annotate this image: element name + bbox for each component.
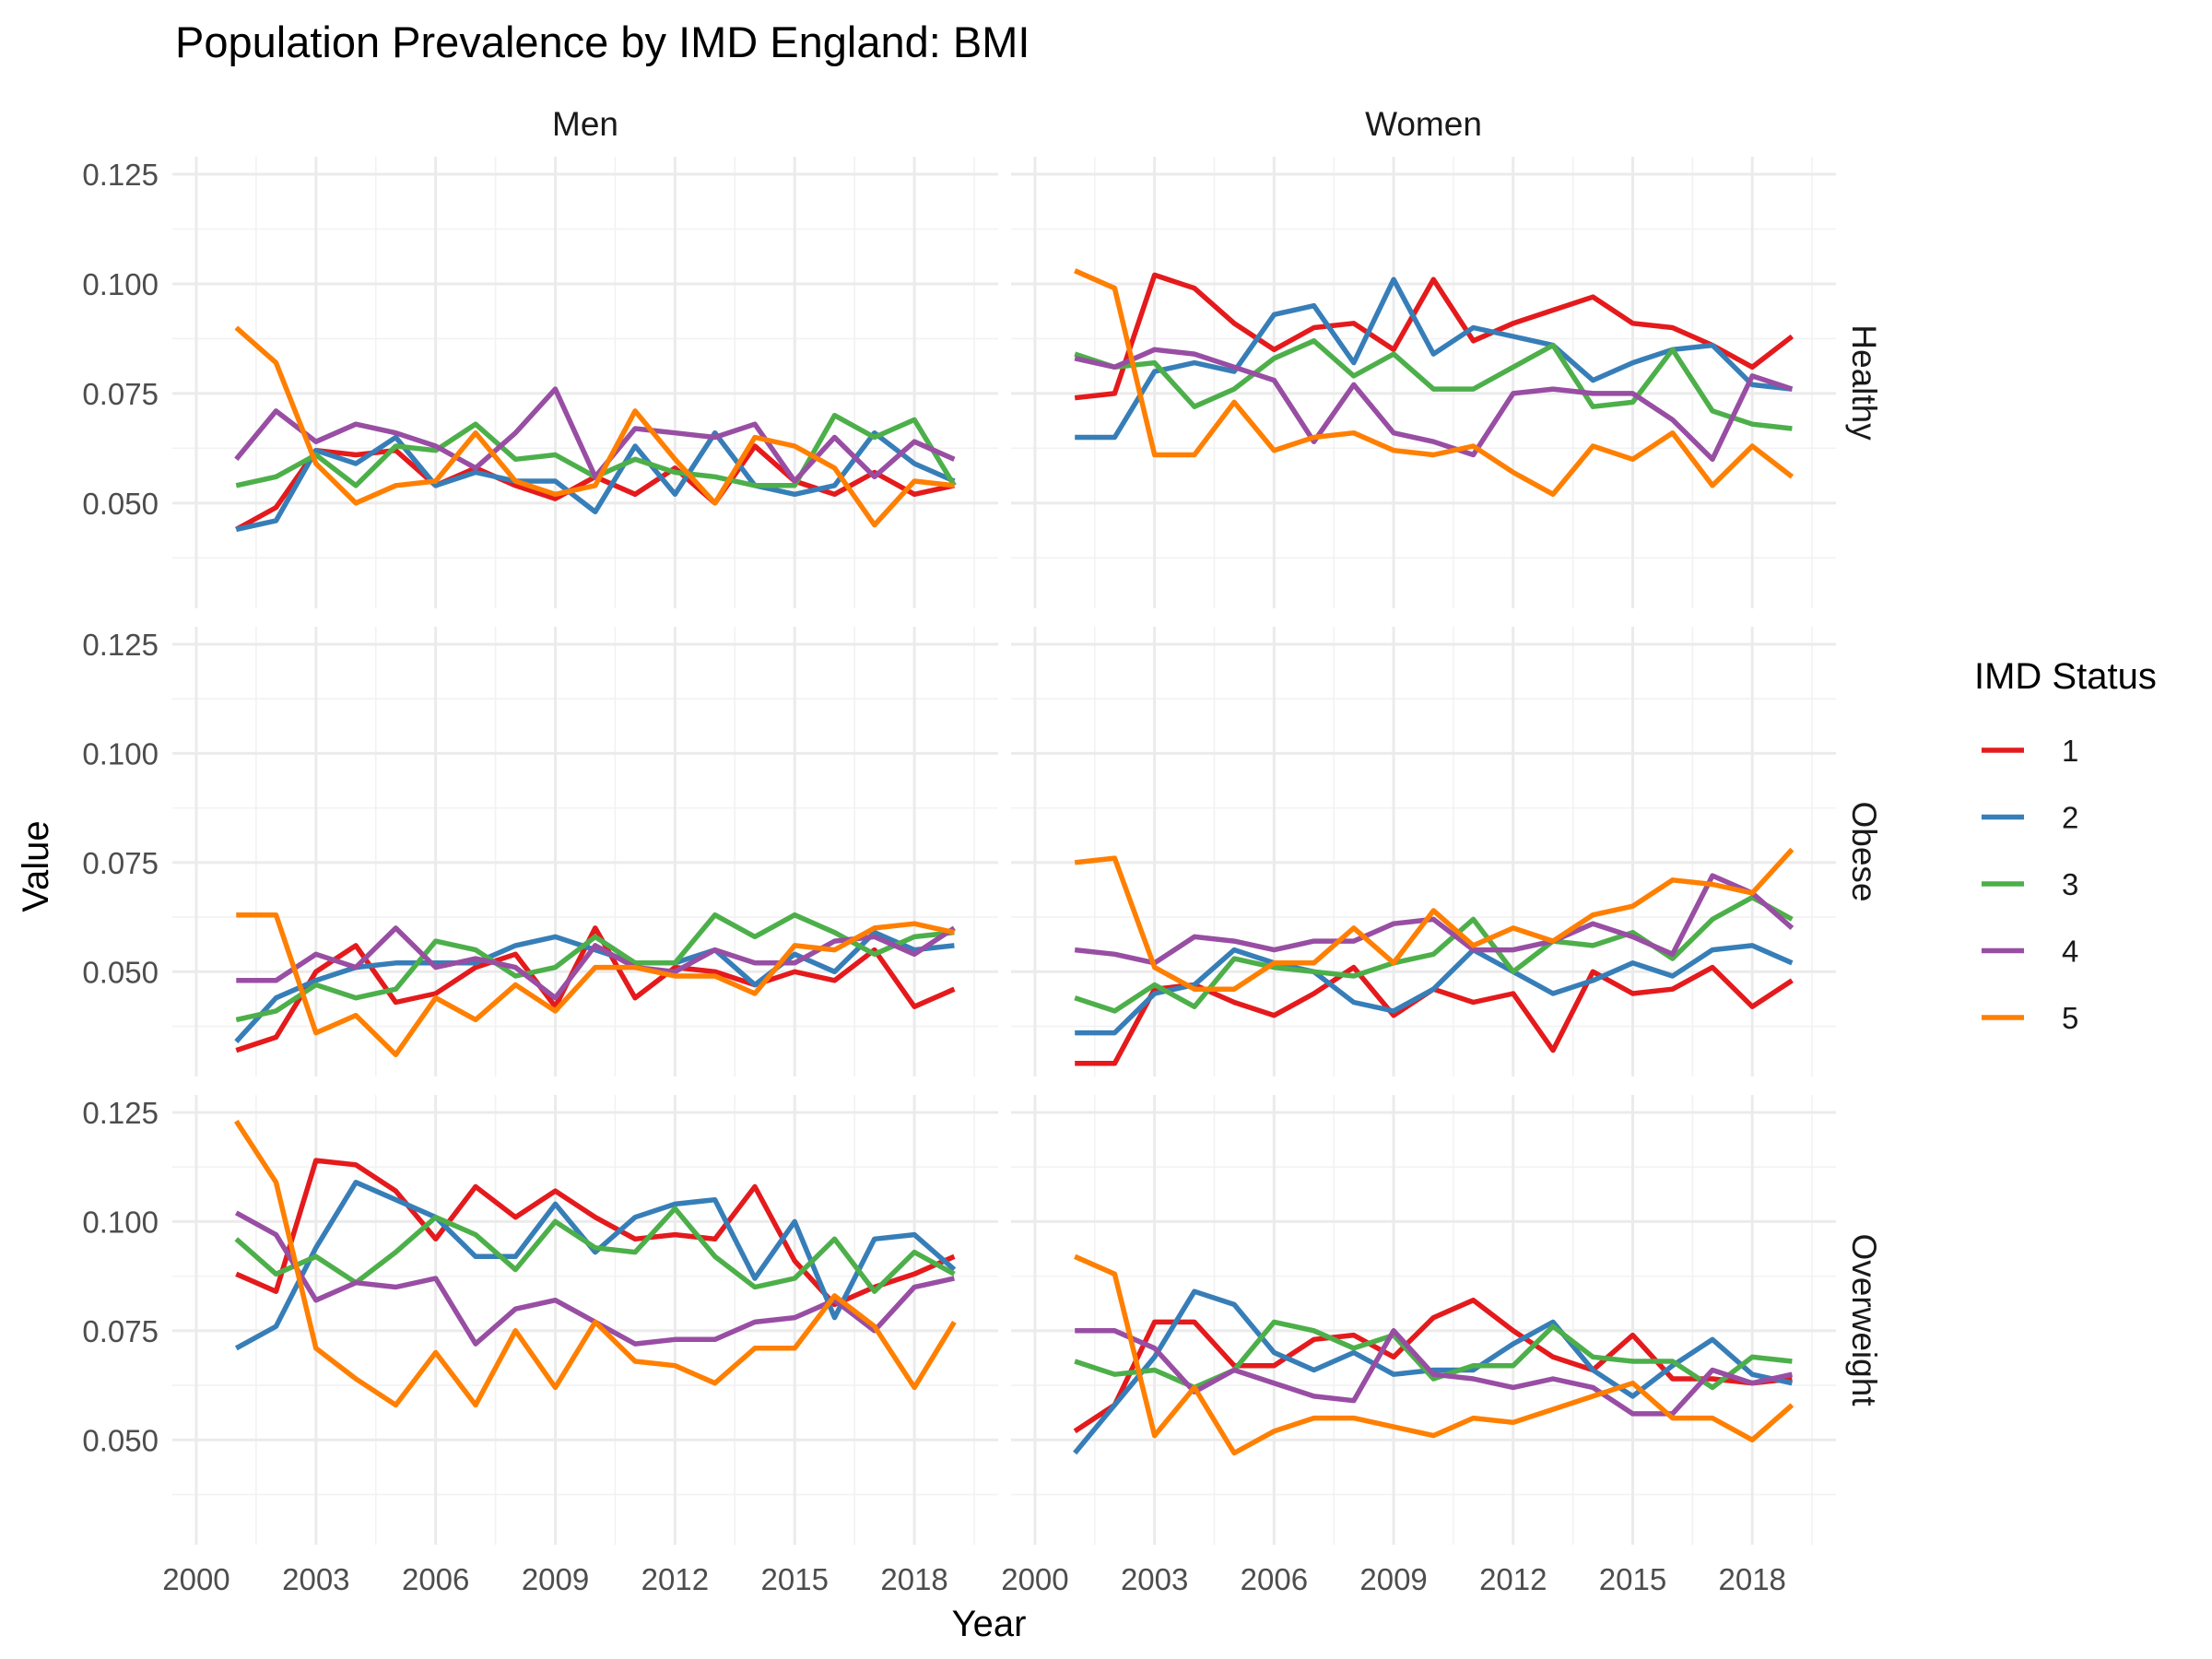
legend-title: IMD Status: [1974, 656, 2157, 697]
chart-title: Population Prevalence by IMD England: BM…: [175, 18, 1030, 66]
legend-item: 3: [1982, 867, 2078, 901]
series-line-imd-1: [235, 925, 956, 1053]
facet-column-label: Men: [552, 105, 618, 143]
series-line-imd-1: [1073, 1297, 1793, 1434]
legend: IMD Status 1 2 3 4 5: [1974, 656, 2157, 1035]
panel-women-overweight: [1073, 1253, 1794, 1456]
x-tick-label: 2006: [1241, 1562, 1308, 1596]
series-line-imd-4: [1074, 347, 1794, 463]
series-line-imd-5: [1074, 268, 1794, 498]
x-tick-label: 2018: [880, 1562, 947, 1596]
series-line-imd-4: [1074, 873, 1794, 966]
y-tick-label: 0.075: [82, 377, 159, 411]
series-layer: [233, 268, 1794, 1456]
series-line-imd-3: [235, 912, 955, 1023]
series-line-imd-1: [235, 1158, 956, 1308]
panel-men-overweight: [233, 1119, 957, 1408]
series-line-imd-4: [234, 386, 956, 484]
series-line-imd-5: [234, 325, 955, 528]
legend-label: 3: [2062, 867, 2078, 901]
x-tick-label: 2018: [1718, 1562, 1785, 1596]
x-tick-label: 2015: [1599, 1562, 1666, 1596]
panel-men-healthy: [234, 325, 957, 533]
y-tick-label: 0.050: [82, 1423, 159, 1457]
series-line-imd-2: [1075, 943, 1794, 1036]
facet-row-label: Overweight: [1845, 1233, 1883, 1406]
y-tick-label: 0.100: [82, 1205, 159, 1239]
legend-item: 4: [1982, 935, 2078, 969]
panel-women-healthy: [1074, 268, 1794, 498]
x-tick-label: 2000: [162, 1562, 229, 1596]
y-tick-label: 0.100: [82, 736, 159, 771]
y-tick-label: 0.075: [82, 846, 159, 880]
panel-men-obese: [234, 912, 956, 1058]
series-line-imd-5: [236, 912, 955, 1058]
x-tick-label: 2003: [282, 1562, 349, 1596]
y-tick-label: 0.125: [82, 1096, 159, 1130]
x-tick-label: 2009: [522, 1562, 589, 1596]
series-line-imd-5: [1074, 847, 1794, 992]
legend-label: 5: [2062, 1001, 2078, 1035]
panel-grid-0-1: [172, 627, 998, 1077]
x-tick-label: 2006: [402, 1562, 469, 1596]
x-tick-label: 2009: [1359, 1562, 1427, 1596]
legend-item: 5: [1982, 1001, 2078, 1035]
x-tick-label: 2003: [1121, 1562, 1188, 1596]
x-tick-label: 2000: [1001, 1562, 1068, 1596]
panel-grid-0-0: [172, 157, 998, 608]
series-line-imd-3: [1074, 338, 1793, 431]
legend-label: 4: [2062, 935, 2078, 969]
series-line-imd-2: [235, 429, 956, 533]
x-tick-label: 2012: [1479, 1562, 1547, 1596]
y-tick-label: 0.125: [82, 158, 159, 192]
y-tick-label: 0.050: [82, 955, 159, 989]
legend-label: 1: [2062, 734, 2078, 768]
facet-row-label: Healthy: [1845, 324, 1883, 441]
series-line-imd-3: [1074, 894, 1794, 1014]
legend-label: 2: [2062, 801, 2078, 835]
legend-item: 1: [1982, 734, 2078, 768]
facet-row-label: Obese: [1845, 801, 1883, 901]
x-tick-label: 2012: [641, 1562, 709, 1596]
legend-item: 2: [1982, 801, 2078, 835]
label-layer: Men Women Healthy Obese Overweight 0.050 0.075…: [82, 105, 1883, 1596]
facet-column-label: Women: [1365, 105, 1482, 143]
y-tick-label: 0.075: [82, 1314, 159, 1348]
series-line-imd-2: [234, 1180, 957, 1351]
panel-women-obese: [1074, 847, 1794, 1066]
series-line-imd-5: [233, 1119, 957, 1408]
y-tick-label: 0.100: [82, 267, 159, 301]
series-line-imd-5: [1074, 1253, 1794, 1456]
series-line-imd-4: [236, 925, 956, 1001]
series-line-imd-2: [1073, 1288, 1793, 1455]
x-axis-title: Year: [952, 1604, 1027, 1644]
x-tick-label: 2015: [761, 1562, 829, 1596]
y-axis-title: Value: [16, 820, 56, 912]
y-tick-label: 0.050: [82, 487, 159, 521]
series-line-imd-1: [1074, 272, 1794, 401]
panel-grid-1-2: [1011, 1095, 1836, 1545]
y-tick-label: 0.125: [82, 628, 159, 662]
panel-grid-1-1: [1011, 627, 1836, 1077]
